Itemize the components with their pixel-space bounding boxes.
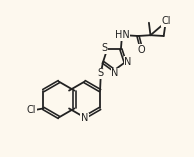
Text: Cl: Cl <box>27 105 36 115</box>
Text: HN: HN <box>115 30 130 40</box>
Text: Cl: Cl <box>161 16 171 26</box>
Text: N: N <box>111 68 119 78</box>
Text: N: N <box>124 57 132 67</box>
Text: N: N <box>81 113 88 123</box>
Text: O: O <box>137 45 145 55</box>
Text: S: S <box>101 43 107 53</box>
Text: S: S <box>98 68 104 78</box>
